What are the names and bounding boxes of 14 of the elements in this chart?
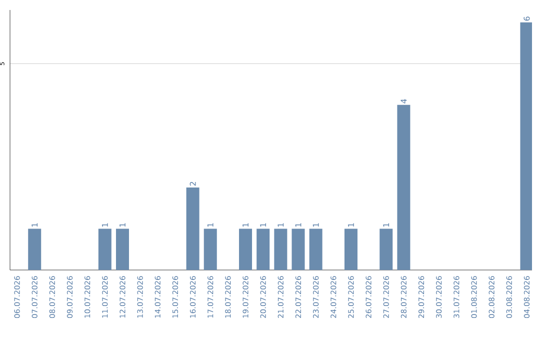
bar: [186, 187, 200, 270]
bar: [380, 228, 393, 270]
bar: [344, 228, 358, 270]
bar: [397, 104, 410, 270]
bar: [116, 228, 129, 270]
bar: [239, 228, 252, 270]
bar: [292, 228, 305, 270]
bar: [98, 228, 112, 270]
bar: [256, 228, 270, 270]
bar: [309, 228, 322, 270]
bar: [28, 228, 42, 270]
bar: [520, 22, 532, 270]
bar: [204, 228, 217, 270]
bar: [274, 228, 288, 270]
